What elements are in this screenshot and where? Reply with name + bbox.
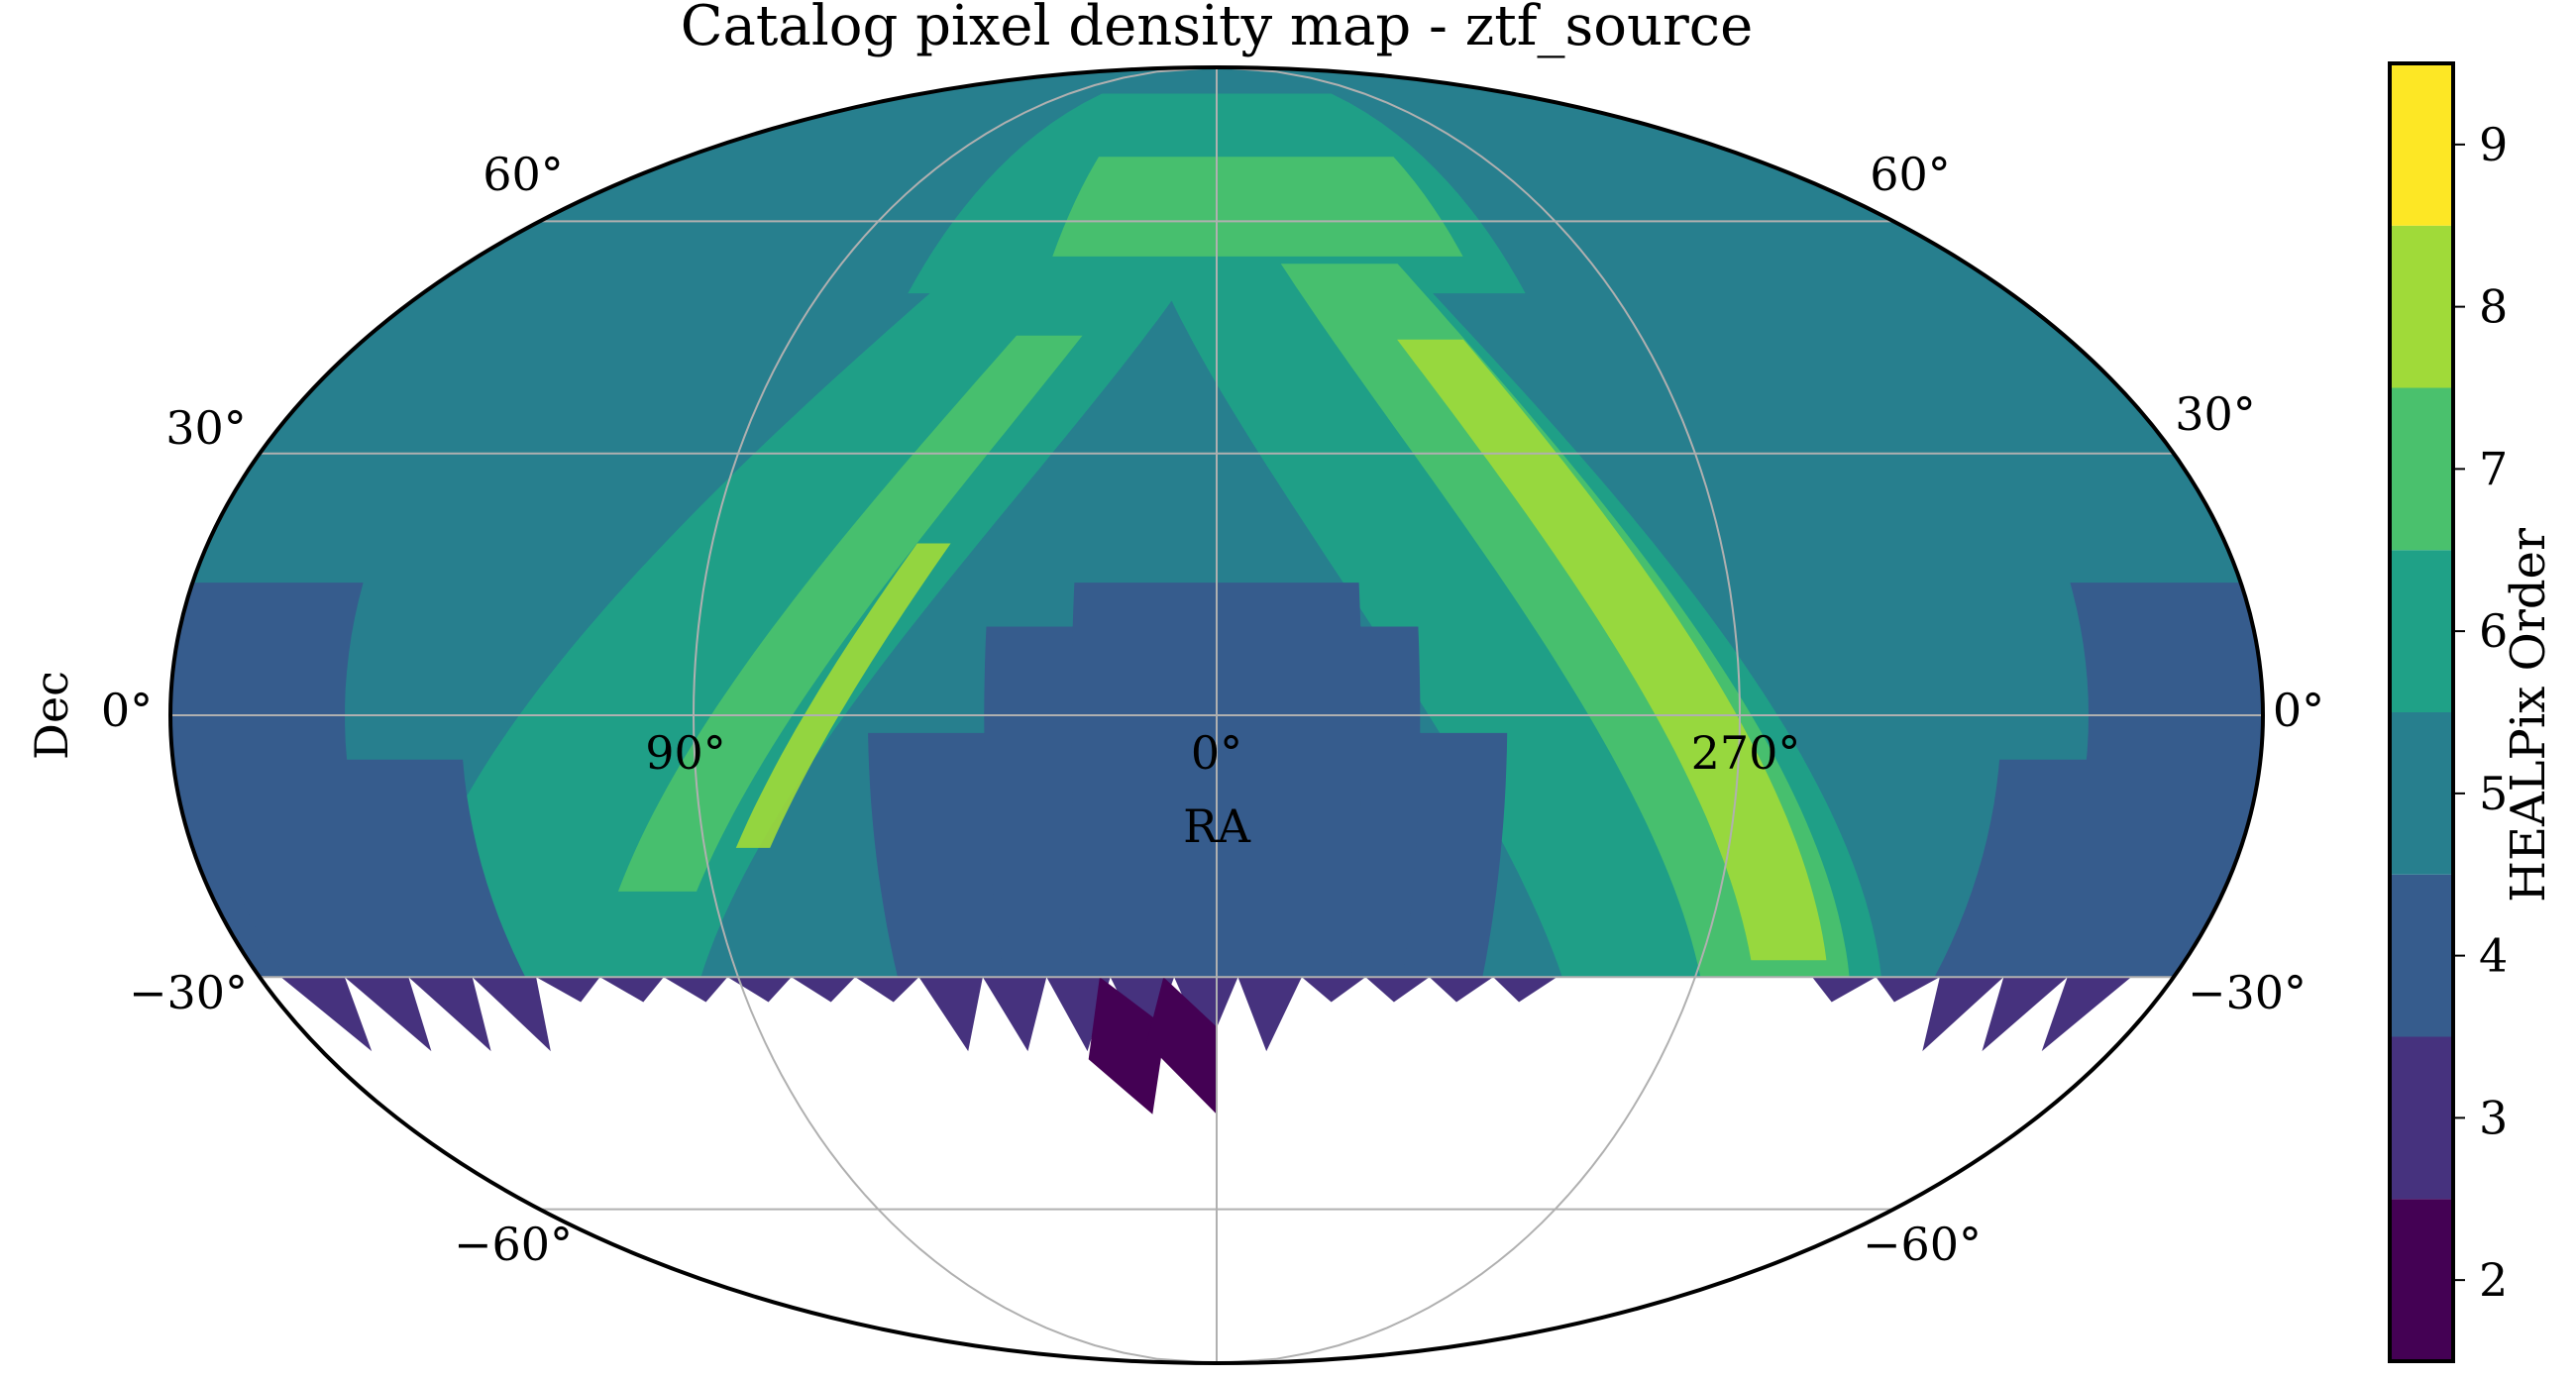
colorbar-segment-9 (2390, 63, 2453, 226)
colorbar-tick-label: 7 (2479, 442, 2508, 495)
edge-tooth (599, 977, 664, 1003)
regions-order-4 (170, 583, 2263, 978)
ytick-0-left: 0° (101, 684, 153, 737)
region-order-4 (1934, 759, 2261, 978)
ytick-30-left: 30° (165, 401, 247, 455)
edge-tooth (982, 977, 1047, 1052)
lobe-order-2 (1146, 977, 1217, 1115)
colorbar-segment-8 (2390, 225, 2453, 388)
edge-tooth (1301, 977, 1366, 1003)
galactic-core-order-8 (735, 339, 1827, 961)
ytick-0-right: 0° (2273, 684, 2324, 737)
colorbar-tick-label: 2 (2479, 1253, 2508, 1307)
edge-tooth (1922, 977, 2004, 1052)
colorbar-segment-7 (2390, 387, 2453, 551)
xtick-0: 0° (1191, 726, 1242, 780)
lobe-order-2 (1088, 977, 1166, 1115)
colorbar-tick-label: 6 (2479, 604, 2508, 658)
colorbar-tick-label: 8 (2479, 280, 2508, 334)
colorbar-tick-label: 4 (2479, 929, 2508, 983)
sky-map (170, 67, 2263, 1363)
southern-edge-order-3 (280, 977, 2132, 1052)
ytick-30-right: 30° (2175, 387, 2256, 441)
edge-tooth (2041, 977, 2132, 1052)
edge-tooth (536, 977, 600, 1003)
colorbar-frame (2388, 61, 2455, 1363)
edge-tooth (280, 977, 373, 1052)
colorbar-tick-label: 3 (2479, 1091, 2508, 1144)
edge-tooth (727, 977, 792, 1003)
colorbar-segment-5 (2390, 712, 2453, 875)
colorbar: 2 3 4 5 6 7 8 9 (2388, 61, 2508, 1363)
edge-tooth (791, 977, 856, 1003)
map-frame (168, 65, 2265, 1365)
xtick-270: 270° (1691, 726, 1801, 780)
edge-tooth (663, 977, 728, 1003)
ytick-m30-right: −30° (2188, 966, 2307, 1019)
colorbar-segment-3 (2390, 1036, 2453, 1200)
ytick-m60-left: −60° (454, 1218, 573, 1271)
edge-tooth (1812, 977, 1877, 1003)
edge-tooth (1365, 977, 1430, 1003)
edge-tooth (1876, 977, 1940, 1003)
chart-title: Catalog pixel density map - ztf_source (681, 0, 1754, 58)
tick-labels: 60° 60° 30° 30° 0° 0° −30° −30° −60° −60… (101, 148, 2324, 1271)
region-order-4 (201, 759, 526, 978)
ytick-m30-left: −30° (129, 966, 248, 1019)
ytick-60-right: 60° (1870, 148, 1951, 201)
colorbar-segment-4 (2390, 874, 2453, 1037)
colorbar-segment-2 (2390, 1199, 2453, 1361)
edge-tooth (1046, 977, 1111, 1052)
edge-tooth (1982, 977, 2068, 1052)
edge-tooth (344, 977, 432, 1052)
edge-tooth (855, 977, 919, 1003)
xtick-90: 90° (645, 726, 726, 780)
edge-tooth (1493, 977, 1557, 1003)
edge-tooth (918, 977, 983, 1052)
regions-order-2 (1088, 977, 1217, 1115)
graticule (170, 67, 2263, 1363)
y-axis-label: Dec (25, 671, 78, 760)
ytick-60-left: 60° (483, 148, 564, 201)
edge-tooth (1174, 977, 1238, 1052)
colorbar-tick-label: 5 (2479, 767, 2508, 820)
edge-tooth (1429, 977, 1494, 1003)
meridian-line (692, 67, 1218, 1363)
colorbar-segment-6 (2390, 550, 2453, 712)
edge-tooth (1237, 977, 1302, 1052)
ytick-m60-right: −60° (1863, 1218, 1982, 1271)
edge-tooth (408, 977, 491, 1052)
galactic-band-order-6 (402, 93, 1881, 978)
meridian-line (1216, 67, 1742, 1363)
colorbar-tick-label: 9 (2479, 118, 2508, 171)
x-axis-label: RA (1183, 799, 1251, 853)
colorbar-label: HEALPix Order (2501, 528, 2556, 903)
edge-tooth (472, 977, 551, 1052)
